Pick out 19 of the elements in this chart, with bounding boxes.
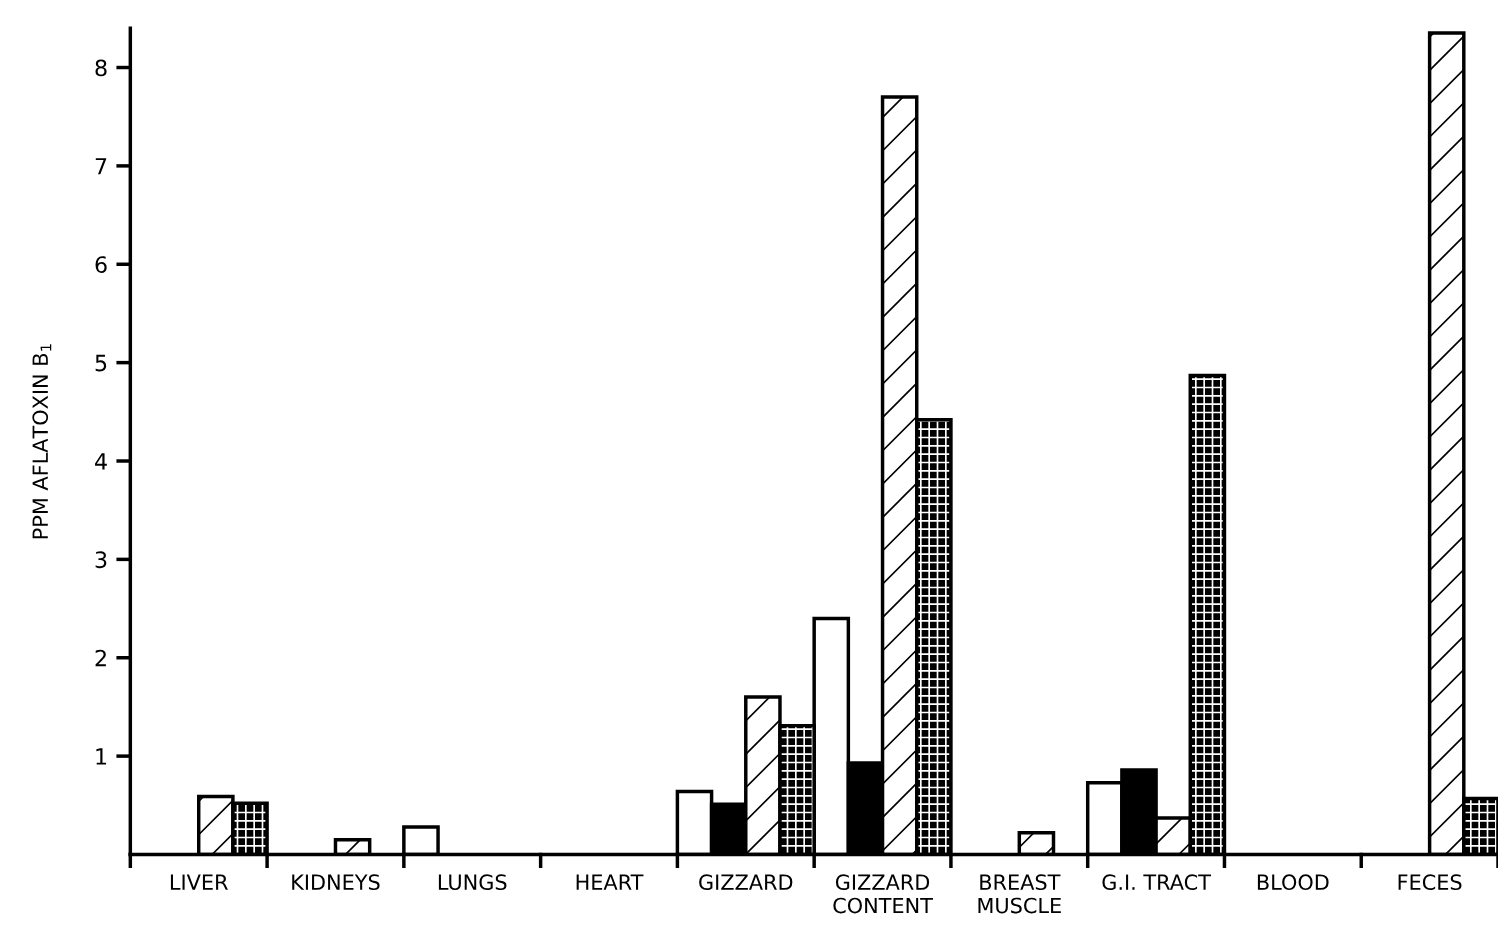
- x-tick-label: LUNGS: [438, 874, 507, 891]
- x-tick-label: GIZZARD CONTENT: [833, 874, 933, 914]
- y-tick-label: 8: [95, 59, 107, 77]
- y-tick-label: 3: [95, 551, 107, 569]
- y-tick-label: 2: [95, 649, 106, 667]
- x-tick-label: LIVER: [170, 874, 228, 890]
- x-tick-label: HEART: [576, 874, 644, 890]
- y-tick-label: 1: [96, 748, 107, 765]
- x-tick-label: BREAST MUSCLE: [978, 874, 1061, 914]
- y-tick-label: 6: [95, 256, 107, 274]
- y-axis-title: PPM AFLATOXIN B$_{1}$: [32, 344, 52, 539]
- y-tick-label: 5: [95, 354, 107, 372]
- x-tick-label: BLOOD: [1257, 874, 1329, 891]
- y-tick-label: 7: [95, 158, 107, 175]
- y-tick-label: 4: [95, 453, 107, 470]
- x-tick-label: GIZZARD: [699, 874, 793, 891]
- x-tick-label: KIDNEYS: [292, 874, 380, 891]
- x-tick-label: FECES: [1398, 874, 1462, 891]
- x-tick-label: G.I. TRACT: [1102, 874, 1211, 891]
